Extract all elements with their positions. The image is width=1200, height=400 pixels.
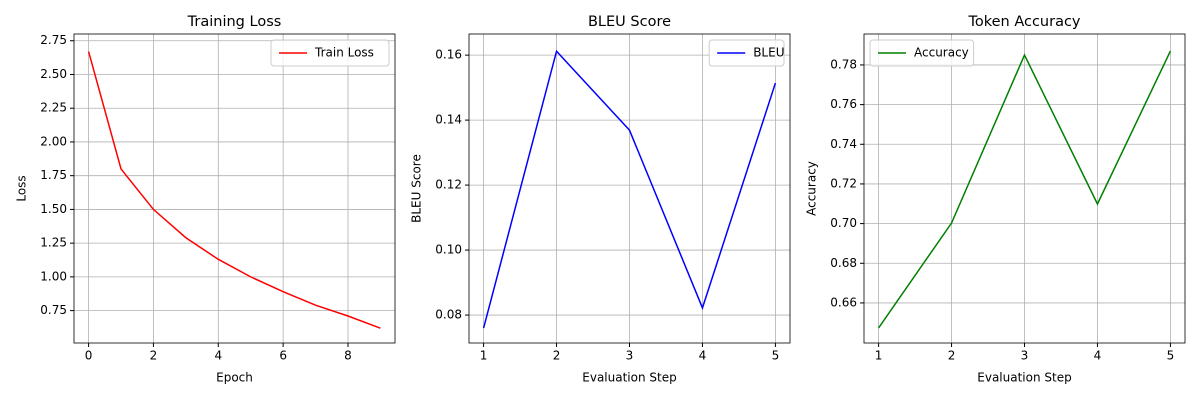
y-tick-label: 0.75	[40, 303, 67, 317]
legend-box	[869, 39, 975, 67]
x-tick-label: 2	[150, 349, 158, 363]
y-tick-label: 0.66	[830, 295, 857, 309]
y-tick-label: 2.00	[40, 134, 67, 148]
x-tick-label: 3	[1021, 349, 1029, 363]
data-line	[877, 50, 1172, 329]
x-tick-label: 1	[875, 349, 883, 363]
x-tick-label: 2	[948, 349, 956, 363]
x-tick-label: 6	[279, 349, 287, 363]
axes-frame	[468, 33, 791, 344]
y-tick-label: 1.50	[40, 202, 67, 216]
axes-frame	[863, 33, 1186, 344]
legend-label: Accuracy	[914, 46, 969, 60]
y-tick-label: 1.00	[40, 269, 67, 283]
y-tick-label: 2.75	[40, 33, 67, 47]
y-axis-label: BLEU Score	[410, 154, 424, 223]
y-tick-label: 0.78	[830, 57, 857, 71]
y-tick-label: 0.76	[830, 97, 857, 111]
x-tick-label: 1	[480, 349, 488, 363]
x-tick-label: 4	[699, 349, 707, 363]
y-tick-label: 0.10	[435, 243, 462, 257]
x-tick-label: 8	[344, 349, 352, 363]
legend-box	[708, 39, 785, 67]
x-tick-label: 3	[626, 349, 634, 363]
x-tick-label: 0	[85, 349, 93, 363]
y-axis-label: Loss	[15, 175, 29, 201]
y-tick-label: 2.50	[40, 67, 67, 81]
chart-panel: Training Loss Epoch Loss 0 2 4 6 8 0.75 1.00 1.25 1…	[15, 14, 396, 385]
chart-panel: Token Accuracy Evaluation Step Accuracy 1 2 3…	[805, 14, 1186, 385]
legend-label: BLEU	[753, 46, 784, 60]
y-tick-label: 0.70	[830, 216, 857, 230]
data-line	[482, 49, 777, 329]
x-tick-label: 4	[1094, 349, 1102, 363]
y-tick-label: 0.14	[435, 113, 462, 127]
y-tick-label: 0.74	[830, 137, 857, 151]
y-tick-label: 1.75	[40, 168, 67, 182]
axes-frame	[73, 33, 396, 344]
x-tick-label: 2	[553, 349, 561, 363]
y-tick-label: 0.08	[435, 308, 462, 322]
chart-title: Training Loss	[187, 14, 282, 30]
y-tick-label: 0.68	[830, 256, 857, 270]
legend-label: Train Loss	[314, 46, 374, 60]
y-tick-label: 2.25	[40, 101, 67, 115]
x-axis-label: Evaluation Step	[582, 371, 676, 385]
chart-panel: BLEU Score Evaluation Step BLEU Score 1 2 3 4 5…	[410, 14, 791, 385]
y-tick-label: 1.25	[40, 236, 67, 250]
data-line	[87, 51, 381, 329]
x-axis-label: Evaluation Step	[977, 371, 1071, 385]
chart-title: Token Accuracy	[967, 14, 1080, 30]
chart-title: BLEU Score	[588, 14, 671, 30]
x-tick-label: 5	[1167, 349, 1175, 363]
y-tick-label: 0.72	[830, 176, 857, 190]
x-tick-label: 4	[214, 349, 222, 363]
y-axis-label: Accuracy	[805, 161, 819, 216]
legend-box	[270, 39, 390, 67]
x-axis-label: Epoch	[216, 371, 253, 385]
x-tick-label: 5	[772, 349, 780, 363]
y-tick-label: 0.16	[435, 48, 462, 62]
y-tick-label: 0.12	[435, 178, 462, 192]
